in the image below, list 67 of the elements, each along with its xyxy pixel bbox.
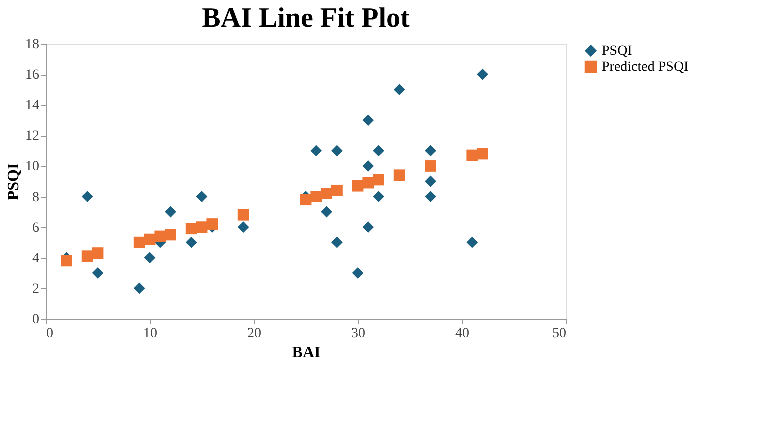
point xyxy=(82,250,94,262)
point xyxy=(165,206,176,218)
y-tick-label: 12 xyxy=(26,129,40,144)
point xyxy=(373,145,384,157)
point xyxy=(362,222,374,234)
x-axis-title: BAI xyxy=(292,344,321,362)
point xyxy=(144,252,156,264)
point xyxy=(425,176,436,188)
point xyxy=(186,236,198,248)
x-tick-label: 40 xyxy=(456,326,470,342)
y-tick-label: 2 xyxy=(32,282,40,297)
point xyxy=(321,188,332,200)
point xyxy=(165,229,176,241)
point xyxy=(206,218,218,230)
x-tick-label: 10 xyxy=(144,326,158,342)
point xyxy=(394,84,406,96)
point xyxy=(373,174,384,186)
y-tick-label: 10 xyxy=(26,160,40,175)
point xyxy=(321,206,332,218)
y-tick-label: 6 xyxy=(32,220,40,236)
point xyxy=(332,184,343,196)
x-tick-label: 0 xyxy=(46,326,54,342)
point xyxy=(310,145,322,157)
point xyxy=(144,234,156,246)
point xyxy=(394,170,406,182)
point xyxy=(82,191,94,202)
point xyxy=(373,191,384,202)
point xyxy=(362,177,374,189)
y-tick-label: 0 xyxy=(32,312,40,328)
point xyxy=(154,230,166,242)
point xyxy=(134,282,146,294)
point xyxy=(477,148,488,160)
point xyxy=(310,191,322,202)
point xyxy=(425,160,436,172)
point xyxy=(332,145,343,157)
y-axis-title: PSQI xyxy=(6,163,22,201)
point xyxy=(362,160,374,172)
point xyxy=(92,267,104,279)
point xyxy=(352,180,364,192)
y-tick-label: 8 xyxy=(32,190,40,206)
chart-title: BAI Line Fit Plot xyxy=(202,3,410,34)
point xyxy=(300,194,312,206)
point xyxy=(477,68,488,80)
point xyxy=(196,222,208,234)
point xyxy=(196,191,208,202)
point xyxy=(238,209,250,221)
x-tick-label: 20 xyxy=(248,326,262,342)
point xyxy=(352,267,364,279)
x-tick-label: 30 xyxy=(352,326,366,342)
point xyxy=(61,255,72,267)
point xyxy=(466,236,478,248)
point xyxy=(466,150,478,162)
y-tick-label: 16 xyxy=(26,68,40,84)
point xyxy=(332,236,343,248)
y-tick-label: 18 xyxy=(26,38,40,52)
point xyxy=(425,145,436,157)
legend-label: PSQI xyxy=(602,44,633,59)
point xyxy=(134,236,146,248)
x-tick-label: 50 xyxy=(552,326,566,342)
point xyxy=(92,248,104,260)
point xyxy=(362,114,374,126)
y-tick-label: 4 xyxy=(32,251,40,266)
y-tick-label: 14 xyxy=(26,98,40,114)
point xyxy=(425,191,436,202)
legend-label: Predicted PSQI xyxy=(602,60,690,75)
point xyxy=(238,222,250,234)
point xyxy=(186,223,198,235)
